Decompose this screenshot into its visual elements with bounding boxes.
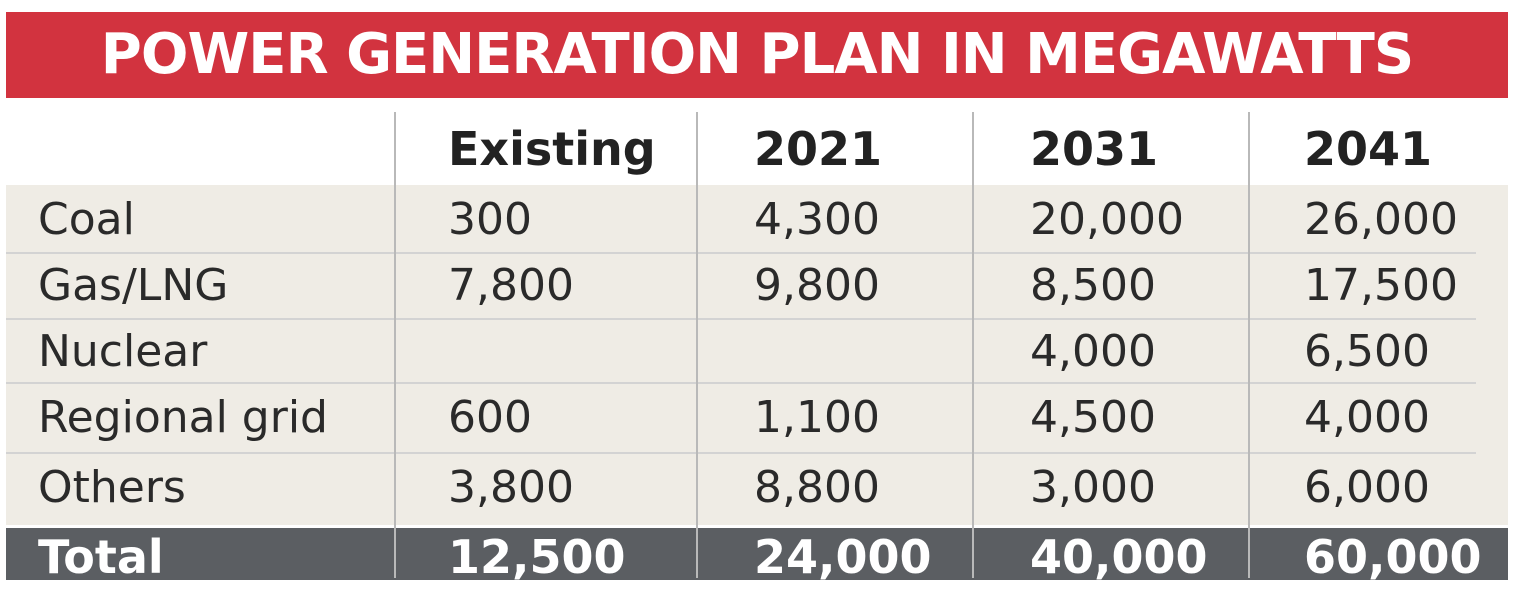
cell-regional-grid-2021: 1,100 <box>754 392 880 443</box>
row-label-total: Total <box>38 530 164 584</box>
cell-others-2041: 6,000 <box>1304 462 1430 513</box>
title-banner: POWER GENERATION PLAN IN MEGAWATTS <box>6 12 1508 98</box>
cell-regional-grid-2041: 4,000 <box>1304 392 1430 443</box>
row-divider <box>6 382 1476 384</box>
cell-total-2021: 24,000 <box>754 530 932 584</box>
column-header-2041: 2041 <box>1304 122 1433 176</box>
table-body-band <box>6 185 1508 525</box>
cell-gas-lng-2041: 17,500 <box>1304 260 1458 311</box>
cell-coal-2021: 4,300 <box>754 194 880 245</box>
column-header-2021: 2021 <box>754 122 883 176</box>
column-divider <box>394 112 396 578</box>
table-header-band <box>6 110 1508 185</box>
cell-total-2041: 60,000 <box>1304 530 1482 584</box>
cell-total-existing: 12,500 <box>448 530 626 584</box>
table-total-band <box>6 528 1508 580</box>
cell-coal-existing: 300 <box>448 194 532 245</box>
row-label-nuclear: Nuclear <box>38 326 208 377</box>
row-label-coal: Coal <box>38 194 135 245</box>
column-divider <box>696 112 698 578</box>
column-header-2031: 2031 <box>1030 122 1159 176</box>
chart-title: POWER GENERATION PLAN IN MEGAWATTS <box>100 22 1414 87</box>
cell-regional-grid-existing: 600 <box>448 392 532 443</box>
cell-total-2031: 40,000 <box>1030 530 1208 584</box>
cell-others-2021: 8,800 <box>754 462 880 513</box>
cell-others-2031: 3,000 <box>1030 462 1156 513</box>
row-divider <box>6 452 1476 454</box>
row-divider <box>6 252 1476 254</box>
cell-nuclear-2041: 6,500 <box>1304 326 1430 377</box>
cell-coal-2041: 26,000 <box>1304 194 1458 245</box>
column-divider <box>972 112 974 578</box>
cell-gas-lng-existing: 7,800 <box>448 260 574 311</box>
row-label-regional-grid: Regional grid <box>38 392 328 443</box>
cell-nuclear-2031: 4,000 <box>1030 326 1156 377</box>
column-header-existing: Existing <box>448 122 656 176</box>
row-divider <box>6 318 1476 320</box>
cell-gas-lng-2031: 8,500 <box>1030 260 1156 311</box>
cell-gas-lng-2021: 9,800 <box>754 260 880 311</box>
row-label-others: Others <box>38 462 186 513</box>
cell-coal-2031: 20,000 <box>1030 194 1184 245</box>
column-divider <box>1248 112 1250 578</box>
generation-table: Existing 2021 2031 2041 Coal 300 4,300 2… <box>6 110 1508 580</box>
row-label-gas-lng: Gas/LNG <box>38 260 229 311</box>
cell-others-existing: 3,800 <box>448 462 574 513</box>
cell-regional-grid-2031: 4,500 <box>1030 392 1156 443</box>
